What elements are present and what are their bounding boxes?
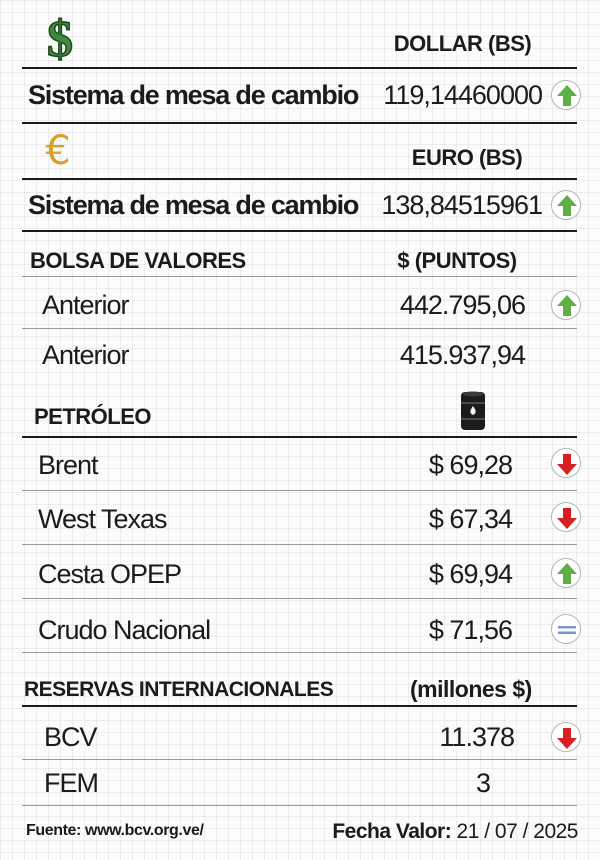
petroleo-row-label: West Texas — [38, 504, 168, 534]
bolsa-row-label: Anterior — [42, 340, 130, 370]
reservas-row-label: FEM — [44, 768, 99, 798]
bolsa-row-value: 442.795,06 — [399, 290, 526, 320]
divider — [22, 328, 577, 329]
reservas-row-value: 3 — [475, 768, 491, 798]
petroleo-row-value: $ 67,34 — [428, 504, 513, 534]
trend-down-icon — [551, 448, 581, 478]
trend-up-icon — [551, 190, 581, 220]
petroleo-row-label: Brent — [38, 450, 99, 480]
svg-text:$: $ — [47, 11, 73, 64]
source-text: Fuente: www.bcv.org.ve/ — [26, 822, 204, 839]
dollar-currency-label: DOLLAR (BS) — [393, 31, 532, 56]
bolsa-unit: $ (PUNTOS) — [397, 248, 517, 273]
trend-down-icon — [551, 502, 581, 532]
divider — [22, 436, 577, 438]
date-label: Fecha Valor: — [332, 820, 452, 843]
euro-currency-label: EURO (BS) — [411, 145, 523, 170]
reservas-unit: (millones $) — [410, 676, 532, 702]
svg-text:€: € — [45, 128, 70, 174]
date-line: Fecha Valor: 21 / 07 / 2025 — [332, 820, 578, 844]
reservas-title: RESERVAS INTERNACIONALES — [24, 678, 334, 701]
divider — [22, 490, 577, 491]
petroleo-row-value: $ 69,28 — [428, 450, 513, 480]
petroleo-title: PETRÓLEO — [34, 404, 152, 429]
reservas-row-value: 11.378 — [439, 722, 515, 752]
euro-sign-icon: € — [38, 124, 82, 174]
trend-down-icon — [551, 722, 581, 752]
divider — [22, 122, 577, 124]
bolsa-title: BOLSA DE VALORES — [30, 248, 246, 273]
petroleo-row-label: Crudo Nacional — [38, 615, 211, 645]
divider — [22, 705, 577, 707]
divider — [22, 759, 577, 760]
divider — [22, 276, 577, 277]
dollar-rate-value: 119,14460000 — [383, 80, 543, 110]
divider — [22, 178, 577, 180]
petroleo-row-value: $ 71,56 — [428, 615, 513, 645]
date-value: 21 / 07 / 2025 — [456, 820, 579, 843]
dollar-rate-label: Sistema de mesa de cambio — [28, 80, 359, 110]
reservas-row-label: BCV — [44, 722, 98, 752]
trend-up-icon — [551, 290, 581, 320]
dollar-sign-icon: $ — [40, 10, 80, 69]
bolsa-row-value: 415.937,94 — [399, 340, 526, 370]
divider — [22, 67, 577, 69]
divider — [22, 598, 577, 599]
trend-up-icon — [551, 558, 581, 588]
euro-rate-label: Sistema de mesa de cambio — [28, 190, 359, 220]
trend-equal-icon — [551, 614, 581, 644]
euro-rate-value: 138,84515961 — [381, 190, 543, 220]
bolsa-row-label: Anterior — [42, 290, 130, 320]
divider — [22, 652, 577, 653]
oil-barrel-icon — [458, 390, 488, 432]
divider — [22, 805, 577, 806]
petroleo-row-label: Cesta OPEP — [38, 559, 182, 589]
divider — [22, 544, 577, 545]
divider — [22, 230, 577, 232]
trend-up-icon — [551, 80, 581, 110]
petroleo-row-value: $ 69,94 — [428, 559, 513, 589]
